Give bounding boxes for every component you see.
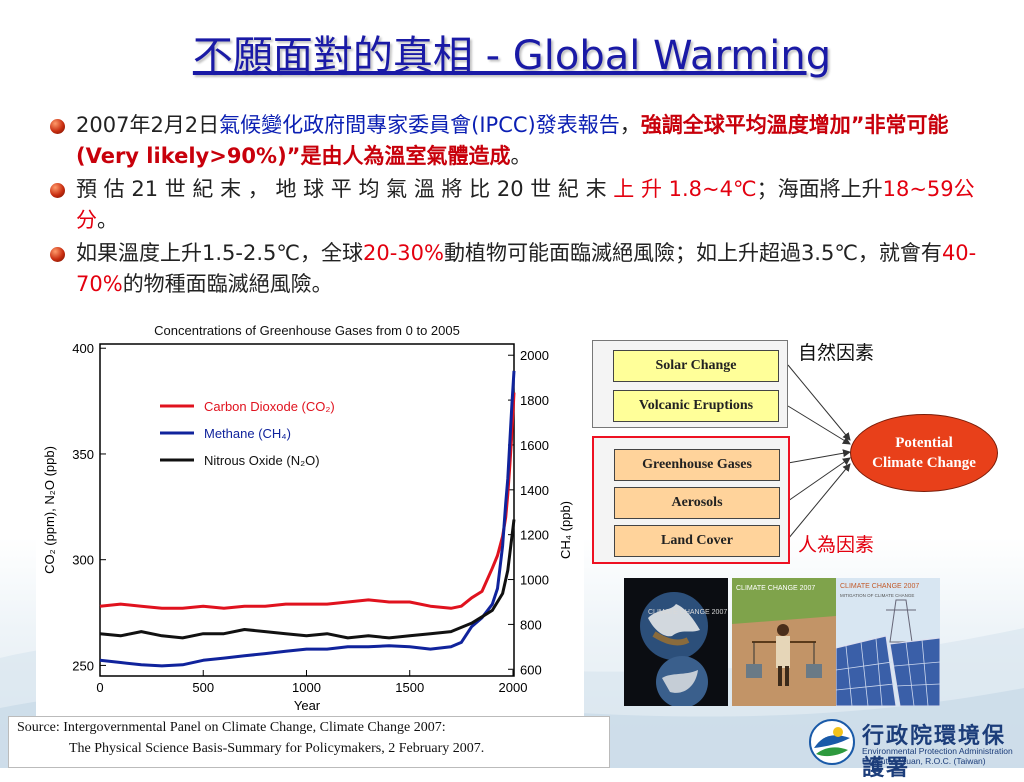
y-right-tick-label: 1400 <box>520 483 549 498</box>
y-left-axis-label: CO₂ (ppm), N₂O (ppb) <box>42 446 57 574</box>
ghg-chart: Concentrations of Greenhouse Gases from … <box>36 318 584 716</box>
y-right-tick-label: 2000 <box>520 348 549 363</box>
human-factors-box: Greenhouse Gases Aerosols Land Cover <box>592 436 790 564</box>
human-factors-label: 人為因素 <box>798 534 875 556</box>
factor-land-cover: Land Cover <box>614 525 780 557</box>
source-line1: Source: Intergovernmental Panel on Clima… <box>17 720 446 735</box>
bullet-emphasis: 強調全球平均溫度增加”非常可能(Very likely>90%)”是由人為溫室氣… <box>76 113 949 168</box>
bullet-highlight: 上 升 1.8~4℃ <box>613 177 757 201</box>
bullet-dot-icon <box>50 183 65 198</box>
y-right-tick-label: 1800 <box>520 393 549 408</box>
arrow-line <box>787 449 851 464</box>
village-cover-image: CLIMATE CHANGE 2007 <box>732 578 836 706</box>
logo-english-name: Environmental Protection Administration … <box>862 746 1013 766</box>
natural-factors-label: 自然因素 <box>798 342 875 364</box>
arrow-line <box>787 405 851 445</box>
y-right-axis-label: CH₄ (ppb) <box>558 501 573 559</box>
solar-cover-image: CLIMATE CHANGE 2007 MITIGATION OF CLIMAT… <box>836 578 940 706</box>
legend-label: Nitrous Oxide (N₂O) <box>204 453 320 468</box>
y-right-tick-label: 600 <box>520 662 542 677</box>
epa-logo: 行政院環境保護署 Environmental Protection Admini… <box>808 718 1018 781</box>
bullet-text: 如果溫度上升1.5-2.5℃，全球 <box>76 241 363 265</box>
bullet-highlight: 18~59公分 <box>76 177 975 232</box>
epa-emblem-icon <box>809 719 855 765</box>
bullet-dot-icon <box>50 119 65 134</box>
y-right-tick-label: 1000 <box>520 573 549 588</box>
bullet-text: 動植物可能面臨滅絕風險；如上升超過3.5℃，就會有 <box>443 241 942 265</box>
arrow-line <box>787 463 851 540</box>
legend-label: Methane (CH₄) <box>204 426 291 441</box>
natural-factors-box: Solar Change Volcanic Eruptions <box>592 340 788 428</box>
potential-climate-change-node: Potential Climate Change <box>850 414 998 492</box>
y-right-tick-label: 1600 <box>520 438 549 453</box>
bullet-highlight: 氣候變化政府間專家委員會(IPCC)發表報告 <box>219 113 620 137</box>
bullet-text: 2007年2月2日 <box>76 113 220 137</box>
arrow-line <box>787 457 851 502</box>
source-citation: Source: Intergovernmental Panel on Clima… <box>8 716 610 768</box>
bullet-item: 如果溫度上升1.5-2.5℃，全球20-30%動植物可能面臨滅絕風險；如上升超過… <box>48 238 988 300</box>
bullet-text: 。 <box>510 144 532 168</box>
factor-aerosols: Aerosols <box>614 487 780 519</box>
n2o-series-line <box>99 519 516 640</box>
bullet-highlight: 40-70% <box>76 241 977 296</box>
climate-factor-diagram: Solar Change Volcanic Eruptions Greenhou… <box>588 332 1024 572</box>
y-left-tick-label: 350 <box>72 447 94 462</box>
report-cover-solar: CLIMATE CHANGE 2007 MITIGATION OF CLIMAT… <box>836 578 940 706</box>
y-left-tick-label: 400 <box>72 341 94 356</box>
slide-title: 不願面對的真相 - Global Warming <box>192 33 832 79</box>
y-left-tick-label: 300 <box>72 553 94 568</box>
bullet-item: 預 估 21 世 紀 末 ， 地 球 平 均 氣 溫 將 比 20 世 紀 末 … <box>48 174 988 236</box>
bullet-item: 2007年2月2日氣候變化政府間專家委員會(IPCC)發表報告，強調全球平均溫度… <box>48 110 988 172</box>
earth-cover-image: CLIMATE CHANGE 2007 <box>624 578 728 706</box>
outcome-line1: Potential <box>895 435 953 451</box>
cover-text: CLIMATE CHANGE 2007 <box>648 609 727 616</box>
factor-volcanic-eruptions: Volcanic Eruptions <box>613 390 779 422</box>
y-left-tick-label: 250 <box>72 658 94 673</box>
bullet-highlight: 20-30% <box>362 241 444 265</box>
arrow-line <box>787 364 851 441</box>
source-line2: The Physical Science Basis-Summary for P… <box>69 741 485 756</box>
logo-english-line1: Environmental Protection Administration <box>862 746 1013 756</box>
cover-text: CLIMATE CHANGE 2007 <box>840 583 919 590</box>
bullet-text: ；海面將上升 <box>756 177 883 201</box>
plot-frame <box>99 343 515 677</box>
x-tick-label: 500 <box>192 680 214 695</box>
factor-greenhouse-gases: Greenhouse Gases <box>614 449 780 481</box>
legend-label: Carbon Dioxode (CO₂) <box>204 399 335 414</box>
diagram-arrows <box>787 364 851 540</box>
x-tick-label: 0 <box>96 680 103 695</box>
bullet-text: 的物種面臨滅絕風險。 <box>122 272 333 296</box>
y-right-tick-label: 800 <box>520 617 542 632</box>
chart-title: Concentrations of Greenhouse Gases from … <box>154 323 460 338</box>
report-cover-earth: CLIMATE CHANGE 2007 <box>624 578 728 706</box>
bullet-list: 2007年2月2日氣候變化政府間專家委員會(IPCC)發表報告，強調全球平均溫度… <box>48 110 988 302</box>
co2-series-line <box>99 392 516 610</box>
ghg-chart-svg: Concentrations of Greenhouse Gases from … <box>42 323 573 713</box>
bullet-dot-icon <box>50 247 65 262</box>
outcome-line2: Climate Change <box>872 455 976 471</box>
report-cover-village: CLIMATE CHANGE 2007 <box>732 578 836 706</box>
cover-text: CLIMATE CHANGE 2007 <box>736 585 815 592</box>
x-axis-label: Year <box>294 698 321 713</box>
x-tick-label: 1500 <box>395 680 424 695</box>
y-right-tick-label: 1200 <box>520 528 549 543</box>
logo-english-line2: Executive Yuan, R.O.C. (Taiwan) <box>862 756 986 766</box>
x-tick-label: 2000 <box>499 680 528 695</box>
ch4-series-line <box>99 370 516 668</box>
factor-solar-change: Solar Change <box>613 350 779 382</box>
cover-subtitle: MITIGATION OF CLIMATE CHANGE <box>840 593 914 598</box>
bullet-text: 。 <box>97 208 118 232</box>
bullet-text: 預 估 21 世 紀 末 ， 地 球 平 均 氣 溫 將 比 20 世 紀 末 <box>76 177 607 201</box>
x-tick-label: 1000 <box>292 680 321 695</box>
bullet-text: ， <box>619 113 641 137</box>
